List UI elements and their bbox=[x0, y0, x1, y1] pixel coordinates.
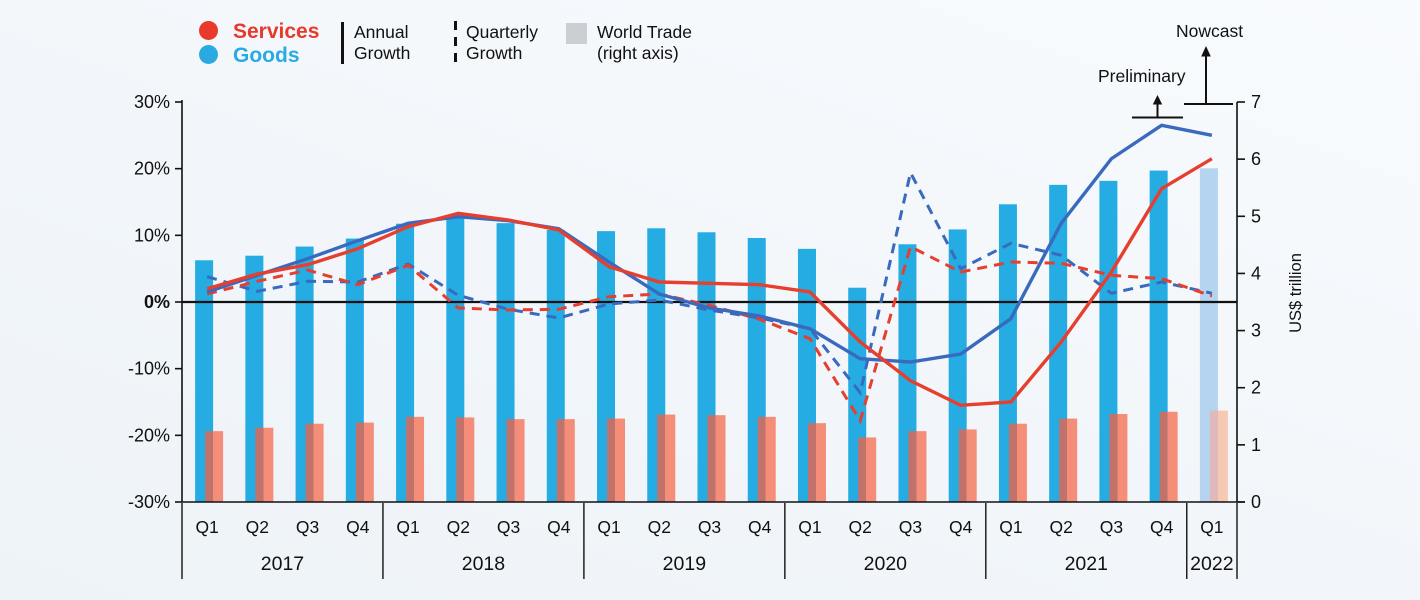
goods-quarterly-growth-line bbox=[206, 168, 1213, 397]
services-trade-bar bbox=[607, 418, 626, 502]
nowcast-arrow-icon bbox=[1201, 46, 1211, 57]
goods-legend-dot bbox=[199, 45, 218, 64]
right-tick-label: 5 bbox=[1251, 206, 1261, 226]
preliminary-arrow-icon bbox=[1152, 95, 1163, 105]
left-tick-label: 10% bbox=[134, 225, 170, 245]
services-trade-bar bbox=[1159, 411, 1178, 502]
left-tick-label: -20% bbox=[128, 425, 170, 445]
quarter-label: Q1 bbox=[1200, 517, 1223, 537]
services-trade-bar bbox=[958, 429, 977, 502]
left-tick-label: 30% bbox=[134, 92, 170, 112]
quarter-label: Q3 bbox=[296, 517, 319, 537]
year-label: 2022 bbox=[1190, 553, 1233, 575]
quarterly-growth-dash-icon bbox=[454, 21, 457, 65]
quarter-label: Q1 bbox=[798, 517, 821, 537]
quarter-label: Q1 bbox=[999, 517, 1022, 537]
left-tick-label: 20% bbox=[134, 159, 170, 179]
quarter-label: Q2 bbox=[246, 517, 269, 537]
left-tick-label: -10% bbox=[128, 359, 170, 379]
legend-annual-label: Annual Growth bbox=[354, 22, 411, 63]
legend-quarterly-label: Quarterly Growth bbox=[466, 22, 538, 63]
services-annual-growth-line bbox=[206, 157, 1213, 408]
services-trade-bar bbox=[255, 427, 274, 502]
services-trade-bar bbox=[858, 437, 877, 502]
right-tick-label: 2 bbox=[1251, 378, 1261, 398]
nowcast-annotation: Nowcast bbox=[1176, 21, 1244, 41]
services-trade-bar bbox=[1059, 418, 1078, 502]
right-tick-label: 1 bbox=[1251, 435, 1261, 455]
services-trade-bar bbox=[1109, 414, 1128, 502]
quarter-label: Q4 bbox=[748, 517, 772, 537]
right-tick-label: 6 bbox=[1251, 149, 1261, 169]
services-trade-bar bbox=[355, 422, 374, 502]
preliminary-annotation: Preliminary bbox=[1098, 66, 1186, 86]
services-trade-bar bbox=[1209, 410, 1228, 502]
quarter-label: Q1 bbox=[597, 517, 620, 537]
services-trade-bar bbox=[807, 423, 826, 502]
quarter-label: Q2 bbox=[648, 517, 671, 537]
services-trade-bar bbox=[406, 416, 425, 502]
services-trade-bar bbox=[707, 415, 726, 502]
quarter-label: Q4 bbox=[949, 517, 973, 537]
right-tick-label: 4 bbox=[1251, 263, 1261, 283]
quarter-label: Q3 bbox=[698, 517, 721, 537]
quarter-label: Q4 bbox=[346, 517, 370, 537]
year-label: 2020 bbox=[864, 553, 908, 575]
right-tick-label: 3 bbox=[1251, 321, 1261, 341]
services-trade-bar bbox=[908, 431, 927, 502]
services-quarterly-growth-line bbox=[206, 244, 1213, 425]
quarter-label: Q4 bbox=[1150, 517, 1174, 537]
quarter-label: Q4 bbox=[547, 517, 571, 537]
year-label: 2021 bbox=[1065, 553, 1108, 575]
legend-world-trade-label: World Trade (right axis) bbox=[597, 22, 692, 63]
legend-goods-label: Goods bbox=[233, 44, 300, 67]
year-label: 2019 bbox=[663, 553, 706, 575]
quarter-label: Q2 bbox=[447, 517, 470, 537]
left-tick-label: 0% bbox=[144, 292, 170, 312]
quarter-label: Q1 bbox=[396, 517, 419, 537]
services-legend-dot bbox=[199, 21, 218, 40]
quarter-label: Q1 bbox=[195, 517, 218, 537]
right-tick-label: 7 bbox=[1251, 92, 1261, 112]
services-trade-bar bbox=[205, 431, 224, 502]
services-trade-bar bbox=[456, 417, 475, 502]
left-tick-label: -30% bbox=[128, 492, 170, 512]
services-trade-bar bbox=[556, 419, 575, 502]
quarter-label: Q3 bbox=[497, 517, 520, 537]
quarter-label: Q2 bbox=[849, 517, 872, 537]
right-tick-label: 0 bbox=[1251, 492, 1261, 512]
year-label: 2018 bbox=[462, 553, 505, 575]
quarter-label: Q3 bbox=[1100, 517, 1123, 537]
services-trade-bar bbox=[757, 416, 776, 502]
services-trade-bar bbox=[305, 423, 324, 502]
quarter-label: Q2 bbox=[1049, 517, 1072, 537]
quarter-label: Q3 bbox=[899, 517, 922, 537]
services-trade-bar bbox=[506, 419, 525, 502]
services-trade-bar bbox=[1008, 423, 1027, 502]
services-trade-bar bbox=[657, 414, 676, 502]
annual-growth-line-icon bbox=[341, 22, 344, 64]
legend-services-label: Services bbox=[233, 20, 320, 43]
world-trade-swatch-icon bbox=[566, 23, 587, 44]
goods-annual-growth-line bbox=[206, 123, 1213, 364]
year-label: 2017 bbox=[261, 553, 304, 575]
